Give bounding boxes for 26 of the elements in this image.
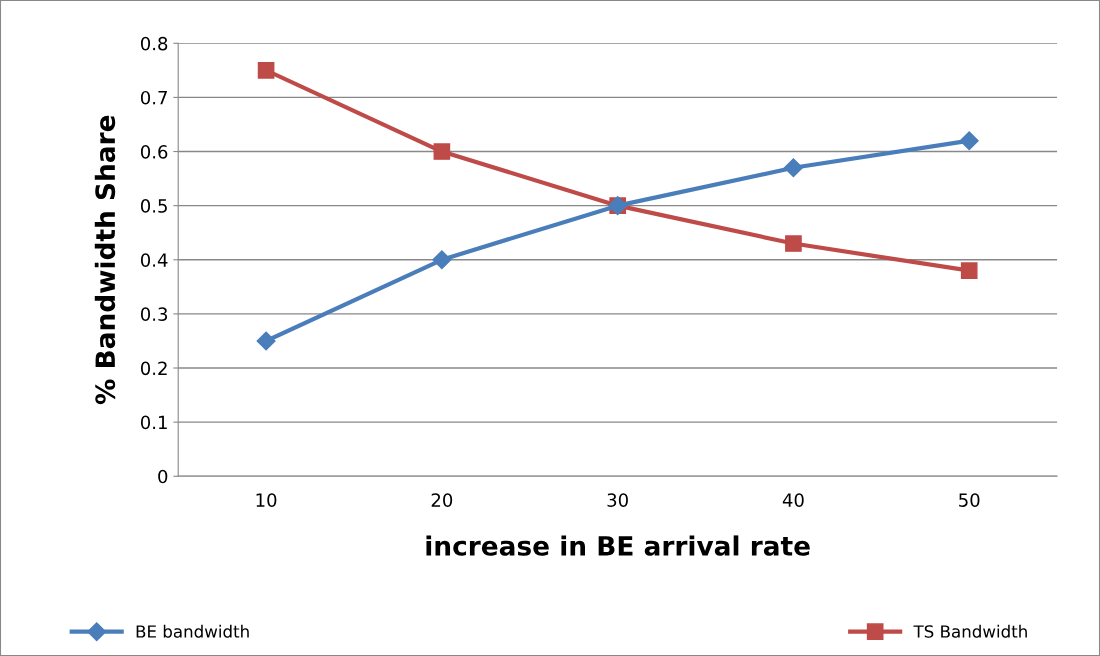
y-tick-label: 0 (158, 469, 168, 484)
y-tick-label: 0.8 (140, 36, 168, 51)
point (785, 235, 802, 252)
y-tick-label: 0.2 (140, 361, 167, 376)
point (783, 158, 803, 178)
legend-label: TS Bandwidth (913, 624, 1027, 638)
point (256, 331, 276, 351)
y-axis-title: % Bandwidth Share (94, 115, 116, 405)
point (433, 143, 451, 160)
point (432, 250, 452, 270)
y-tick-label: 0.7 (140, 90, 167, 105)
y-tick-label: 0.4 (140, 253, 168, 267)
point (257, 62, 275, 79)
legend-label: BE bandwidth (136, 624, 249, 638)
y-tick-label: 0.3 (140, 307, 168, 322)
y-tick-label: 0.1 (140, 415, 167, 430)
x-tick-label: 50 (959, 493, 980, 507)
point (959, 131, 979, 151)
y-tick-label: 0.5 (140, 199, 167, 213)
y-tick-label: 0.6 (140, 145, 168, 159)
x-tick-label: 40 (782, 493, 804, 507)
x-tick-label: 30 (607, 493, 628, 507)
x-tick-label: 20 (431, 493, 453, 507)
x-tick-label: 10 (256, 493, 277, 507)
point (960, 262, 978, 279)
x-axis-title: increase in BE arrival rate (426, 535, 810, 556)
